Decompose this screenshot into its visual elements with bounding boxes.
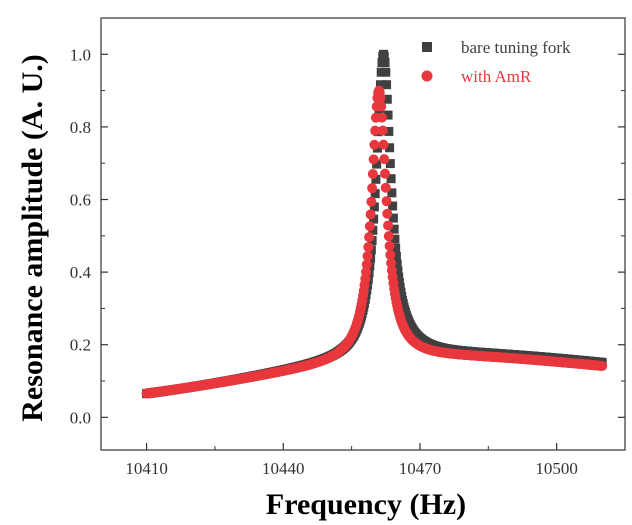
data-point [389,224,399,234]
data-point [390,234,400,244]
legend-marker-square [422,42,432,52]
x-tick-label: 10470 [399,459,442,478]
data-point [368,225,378,235]
data-point [372,159,382,169]
data-point [379,154,390,165]
data-point [369,202,379,212]
legend: bare tuning fork with AmR [421,38,571,86]
data-point [379,51,389,61]
y-tick-label: 0.4 [70,263,92,282]
data-point [388,213,398,223]
data-point [395,283,405,293]
y-tick-label: 1.0 [70,45,91,64]
data-point [384,240,395,251]
data-point [366,196,377,207]
data-point [392,259,402,269]
data-point [386,258,397,269]
data-point [361,266,372,277]
data-point [370,189,380,199]
data-point [376,67,386,77]
data-point [381,196,392,207]
plot-border [100,17,626,451]
data-point [387,188,397,198]
data-point [376,112,387,123]
data-point [375,92,386,103]
y-tick-label: 0.2 [70,336,91,355]
data-point [393,266,403,276]
data-point [369,139,380,150]
data-point [375,80,385,90]
data-point [380,58,390,68]
data-point [394,272,404,282]
x-tick-label: 10500 [535,459,578,478]
data-point [391,243,401,253]
legend-marker-circle [421,70,433,82]
data-point [386,174,396,184]
series-with-amr [141,85,608,399]
data-point [364,232,375,243]
data-point [385,249,396,260]
data-point [383,110,393,120]
data-point [363,242,374,253]
data-point [391,252,401,262]
x-axis-ticks: 10410 10440 10470 10500 [125,443,578,478]
y-tick-label: 0.0 [70,408,91,427]
legend-label: bare tuning fork [461,38,571,57]
data-point [382,94,392,104]
x-axis-title: Frequency (Hz) [266,488,466,521]
data-point [362,251,373,262]
data-point [378,139,389,150]
data-point [381,67,391,77]
data-point [367,183,378,194]
x-tick-label: 10410 [125,459,168,478]
y-tick-label: 0.6 [70,191,91,210]
data-point [377,125,388,136]
data-point [380,182,391,193]
data-point [384,126,394,136]
legend-label: with AmR [461,67,532,86]
data-point [382,208,393,219]
x-tick-label: 10440 [262,459,305,478]
data-point [370,125,381,136]
data-point [385,143,395,153]
series-bare-tuning-fork [142,49,607,399]
plot-frame [100,17,626,451]
data-point [388,201,398,211]
data-point [597,360,608,371]
data-point [394,278,404,288]
data-point [364,221,375,232]
data-point [369,214,379,224]
data-point [368,154,379,165]
data-point [367,168,378,179]
y-axis-title: Resonance amplitude (A. U.) [16,54,49,422]
data-point [385,159,395,169]
data-point [380,168,391,179]
data-point [376,101,387,112]
data-point [383,231,394,242]
y-axis-ticks: 0.0 0.2 0.4 0.6 0.8 1.0 [70,17,625,427]
y-tick-label: 0.8 [70,118,91,137]
data-point [361,259,372,270]
series-layer [141,49,608,399]
data-point [371,174,381,184]
data-point [383,220,394,231]
data-point [365,209,376,220]
data-point [382,80,392,90]
